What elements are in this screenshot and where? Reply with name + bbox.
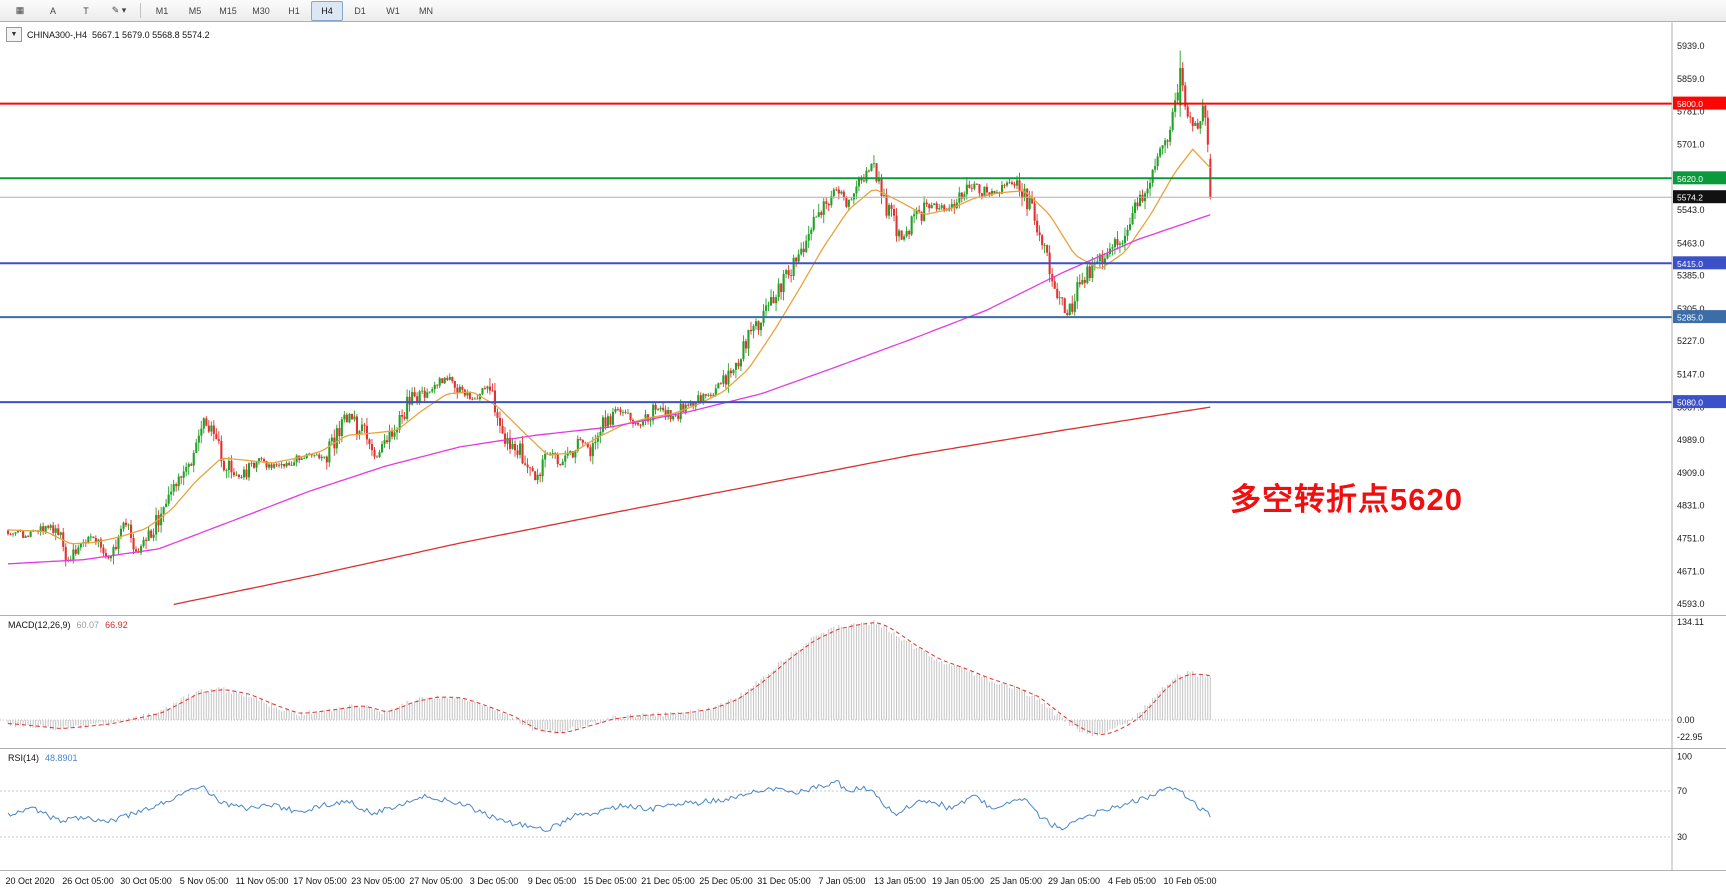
time-axis-label: 31 Dec 05:00 — [757, 876, 811, 886]
time-axis-label: 3 Dec 05:00 — [469, 876, 519, 886]
svg-text:5781.0: 5781.0 — [1677, 107, 1705, 117]
timeframe-m5-button[interactable]: M5 — [188, 5, 202, 16]
main-chart-panel[interactable]: 5939.05859.05781.05701.05621.05543.05463… — [0, 22, 1726, 615]
timeframe-w1-button[interactable]: W1 — [386, 5, 400, 16]
macd-signal-value: 66.92 — [105, 620, 128, 630]
svg-text:4909.0: 4909.0 — [1677, 468, 1705, 478]
svg-text:4751.0: 4751.0 — [1677, 534, 1705, 544]
time-axis-label: 19 Jan 05:00 — [931, 876, 985, 886]
chart-text-annotation[interactable]: 多空转折点5620 — [1230, 482, 1463, 517]
timeframe-mn-button[interactable]: MN — [419, 5, 433, 16]
time-axis-label: 5 Nov 05:00 — [179, 876, 229, 886]
draw-tool-icon[interactable]: ✎ ▾ — [111, 5, 127, 15]
time-axis-label: 4 Feb 05:00 — [1107, 876, 1157, 886]
svg-text:5227.0: 5227.0 — [1677, 336, 1705, 346]
svg-text:5939.0: 5939.0 — [1677, 41, 1705, 51]
svg-text:4671.0: 4671.0 — [1677, 567, 1705, 577]
svg-text:4831.0: 4831.0 — [1677, 500, 1705, 510]
time-axis-label: 11 Nov 05:00 — [235, 876, 289, 886]
svg-text:5800.0: 5800.0 — [1677, 99, 1703, 109]
svg-text:70: 70 — [1677, 786, 1687, 796]
time-axis-label: 9 Dec 05:00 — [527, 876, 577, 886]
rsi-label: RSI(14) 48.8901 — [8, 753, 78, 763]
time-axis-label: 15 Dec 05:00 — [583, 876, 637, 886]
svg-text:5463.0: 5463.0 — [1677, 238, 1705, 248]
svg-text:5147.0: 5147.0 — [1677, 369, 1705, 379]
timeframe-h4-button[interactable]: H4 — [311, 0, 343, 21]
rsi-value: 48.8901 — [45, 753, 78, 763]
timeframe-m15-button[interactable]: M15 — [219, 5, 237, 16]
time-axis-label: 25 Dec 05:00 — [699, 876, 753, 886]
time-axis-label: 30 Oct 05:00 — [120, 876, 172, 886]
text-tool-icon[interactable]: T — [83, 5, 89, 16]
svg-text:-22.95: -22.95 — [1677, 732, 1703, 742]
time-axis-label: 27 Nov 05:00 — [409, 876, 463, 886]
time-axis-label: 26 Oct 05:00 — [62, 876, 114, 886]
macd-panel[interactable]: 134.11 0.00 -22.95 MACD(12,26,9) 60.07 66.… — [0, 615, 1726, 748]
time-axis-label: 13 Jan 05:00 — [873, 876, 927, 886]
svg-text:4989.0: 4989.0 — [1677, 435, 1705, 445]
time-axis-label: 21 Dec 05:00 — [641, 876, 695, 886]
timeframe-d1-button[interactable]: D1 — [354, 5, 366, 16]
toolbar-separator — [140, 3, 141, 18]
timeframe-m30-button[interactable]: M30 — [252, 5, 270, 16]
chart-ohlc-values: 5667.1 5679.0 5568.8 5574.2 — [92, 29, 210, 40]
svg-text:5385.0: 5385.0 — [1677, 271, 1705, 281]
time-axis[interactable]: 20 Oct 2020 26 Oct 05:00 30 Oct 05:00 5 Nov… — [0, 870, 1726, 892]
cursor-a-icon[interactable]: A — [49, 5, 56, 16]
svg-text:4593.0: 4593.0 — [1677, 599, 1705, 609]
timeframe-h1-button[interactable]: H1 — [288, 5, 300, 16]
time-axis-label: 23 Nov 05:00 — [351, 876, 405, 886]
macd-indicator-chart[interactable]: 134.11 0.00 -22.95 — [0, 616, 1726, 748]
svg-text:100: 100 — [1677, 752, 1692, 762]
time-axis-label: 10 Feb 05:00 — [1163, 876, 1217, 886]
svg-text:134.11: 134.11 — [1677, 617, 1704, 627]
time-axis-label: 25 Jan 05:00 — [989, 876, 1043, 886]
time-axis-label: 20 Oct 2020 — [5, 876, 55, 886]
svg-text:5305.0: 5305.0 — [1677, 304, 1705, 314]
chart-symbol-period: CHINA300-,H4 — [27, 29, 88, 40]
symbol-dropdown-button[interactable]: ▼ — [6, 27, 22, 42]
time-axis-label: 29 Jan 05:00 — [1047, 876, 1101, 886]
svg-text:5620.0: 5620.0 — [1677, 174, 1703, 184]
candlestick-chart[interactable]: 5939.05859.05781.05701.05621.05543.05463… — [0, 22, 1726, 615]
rsi-panel[interactable]: 100 70 30 RSI(14) 48.8901 — [0, 748, 1726, 870]
svg-text:5080.0: 5080.0 — [1677, 398, 1703, 408]
svg-text:5574.2: 5574.2 — [1677, 193, 1703, 203]
macd-main-value: 60.07 — [76, 620, 100, 630]
time-axis-label: 7 Jan 05:00 — [818, 876, 866, 886]
svg-text:5701.0: 5701.0 — [1677, 140, 1705, 150]
svg-text:5415.0: 5415.0 — [1677, 259, 1703, 269]
svg-text:5543.0: 5543.0 — [1677, 205, 1705, 215]
top-toolbar: ▦ A T ✎ ▾ M1 M5 M15 M30 H1 H4 D1 W1 MN — [0, 0, 1726, 22]
macd-label: MACD(12,26,9) 60.07 66.92 — [8, 620, 128, 630]
svg-text:0.00: 0.00 — [1677, 715, 1695, 725]
rsi-indicator-chart[interactable]: 100 70 30 — [0, 749, 1726, 870]
timeframe-m1-button[interactable]: M1 — [155, 5, 169, 16]
chart-title: ▼ CHINA300-,H4 5667.1 5679.0 5568.8 5574… — [6, 27, 210, 42]
svg-text:5285.0: 5285.0 — [1677, 313, 1703, 323]
svg-text:5859.0: 5859.0 — [1677, 74, 1705, 84]
time-axis-label: 17 Nov 05:00 — [293, 876, 347, 886]
svg-text:30: 30 — [1677, 832, 1687, 842]
grid-icon[interactable]: ▦ — [15, 5, 25, 15]
